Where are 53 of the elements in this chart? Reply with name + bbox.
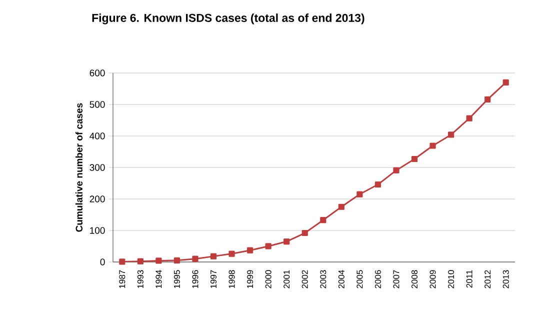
point — [228, 250, 235, 257]
point — [174, 257, 180, 264]
point — [302, 230, 308, 236]
x-tick-label: 1994 — [156, 270, 162, 288]
y-tick-label: 400 — [90, 132, 105, 140]
point — [338, 204, 344, 210]
x-tick-label: 2003 — [320, 270, 326, 288]
point — [393, 167, 400, 174]
x-tick-label: 2010 — [448, 270, 454, 288]
point — [320, 217, 326, 224]
x-tick-label: 2011 — [466, 270, 472, 288]
point — [192, 256, 198, 262]
x-tick-label: 1997 — [210, 270, 217, 288]
x-tick-label: 2005 — [356, 270, 363, 288]
y-tick-label: 500 — [90, 101, 105, 108]
point — [210, 253, 217, 260]
y-tick-label: 600 — [90, 70, 105, 76]
point — [137, 258, 144, 264]
point — [265, 243, 272, 250]
point — [284, 238, 290, 245]
x-tick-label: 2007 — [393, 270, 400, 288]
x-tick-label: 1998 — [228, 270, 235, 288]
point — [448, 132, 454, 138]
x-tick-label: 2013 — [502, 270, 509, 288]
x-tick-label: 1993 — [137, 270, 144, 288]
x-tick-label: 2012 — [484, 270, 491, 288]
x-tick-label: 1999 — [247, 270, 254, 288]
point — [119, 258, 126, 265]
point — [484, 96, 491, 103]
chart-title: Figure 6. Known ISDS cases (total as of end 2013) — [92, 14, 364, 24]
y-tick-label: 100 — [90, 227, 105, 234]
x-tick-label: 2000 — [265, 270, 272, 288]
point — [430, 142, 436, 149]
x-tick-label: 2002 — [302, 270, 308, 288]
x-tick-label: 2001 — [284, 270, 290, 288]
point — [502, 79, 509, 86]
point — [156, 258, 162, 264]
y-axis-title: Cumulative number of cases — [76, 103, 82, 232]
x-tick-label: 1995 — [174, 270, 180, 288]
x-tick-label: 2004 — [338, 270, 344, 288]
point — [247, 247, 254, 254]
x-tick-label: 2009 — [430, 270, 436, 288]
point — [466, 115, 472, 122]
point — [356, 191, 363, 198]
y-tick-label: 300 — [90, 164, 105, 171]
point — [411, 156, 418, 162]
y-tick-label: 0 — [100, 258, 105, 266]
x-tick-label: 2008 — [411, 270, 418, 288]
x-tick-label: 2006 — [374, 270, 381, 288]
point — [374, 181, 382, 188]
y-tick-label: 200 — [90, 196, 105, 202]
x-tick-label: 1987 — [119, 270, 126, 288]
x-tick-label: 1996 — [192, 270, 198, 288]
